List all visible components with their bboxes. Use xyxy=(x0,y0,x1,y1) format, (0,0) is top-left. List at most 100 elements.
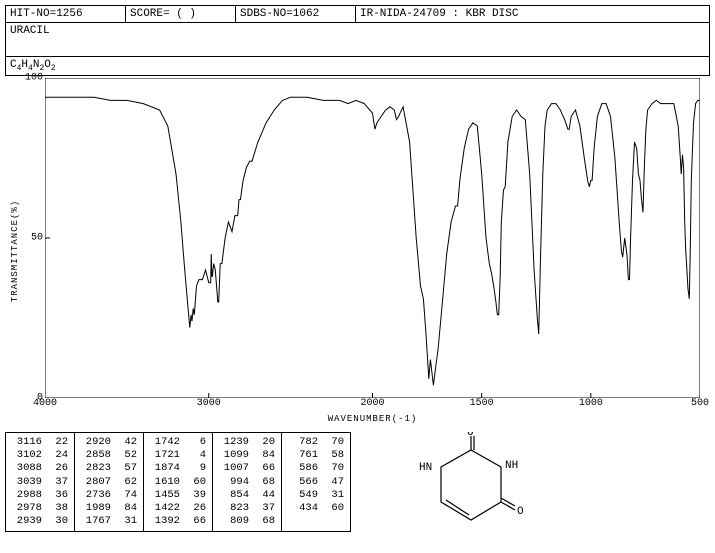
x-tick: 4000 xyxy=(33,398,57,409)
x-axis-ticks: 40003000200015001000500 xyxy=(45,398,700,412)
peak-row: 282357 xyxy=(81,462,137,475)
peak-wavenumber: 2988 xyxy=(12,489,42,502)
peak-intensity: 9 xyxy=(188,462,206,475)
peak-row: 85444 xyxy=(219,489,275,502)
peak-wavenumber: 1767 xyxy=(81,515,111,528)
ir-info: IR-NIDA-24709 : KBR DISC xyxy=(356,6,709,22)
peak-intensity: 26 xyxy=(50,462,68,475)
peak-wavenumber: 1422 xyxy=(150,502,180,515)
peak-intensity: 60 xyxy=(326,502,344,515)
peak-row: 76158 xyxy=(288,449,344,462)
y-axis-label: TRANSMITTANCE(%) xyxy=(10,200,20,302)
peak-intensity: 84 xyxy=(119,502,137,515)
peak-row: 2939 30 xyxy=(12,515,68,528)
peak-intensity: 84 xyxy=(257,449,275,462)
peak-row: 280762 xyxy=(81,476,137,489)
peak-row: 434 60 xyxy=(288,502,344,515)
peak-column: 782707615858670566475493143460 xyxy=(282,433,350,531)
peak-column: 2920422858522823572807622736741989841767… xyxy=(75,433,144,531)
peak-column: 1742 6 1721 4 1874 91610601455391422 26 1392 66 xyxy=(144,433,213,531)
peak-intensity: 70 xyxy=(326,462,344,475)
peak-row: 82337 xyxy=(219,502,275,515)
peak-row: 1989 84 xyxy=(81,502,137,515)
peak-column: 12392010998410076699468854448233780968 xyxy=(213,433,282,531)
atom-hn-left: HN xyxy=(419,462,432,474)
peak-row: 1721 4 xyxy=(150,449,206,462)
ir-spectrum-chart: TRANSMITTANCE(%) 050100 4000300020001500… xyxy=(5,78,710,424)
peak-intensity: 66 xyxy=(257,462,275,475)
peak-wavenumber: 1007 xyxy=(219,462,249,475)
peak-intensity: 26 xyxy=(188,502,206,515)
molecular-formula: C4H4N2O2 xyxy=(5,57,710,76)
peak-wavenumber: 1721 xyxy=(150,449,180,462)
peak-wavenumber: 1874 xyxy=(150,462,180,475)
peak-intensity: 66 xyxy=(188,515,206,528)
peak-intensity: 42 xyxy=(119,436,137,449)
peak-intensity: 24 xyxy=(50,449,68,462)
peak-wavenumber: 1455 xyxy=(150,489,180,502)
peak-row: 1007 66 xyxy=(219,462,275,475)
peak-row: 1874 9 xyxy=(150,462,206,475)
peak-intensity: 4 xyxy=(188,449,206,462)
peak-table: 3116223102243088263039372988362978382939… xyxy=(5,432,351,532)
peak-row: 99468 xyxy=(219,476,275,489)
y-tick: 100 xyxy=(25,73,43,84)
peak-intensity: 52 xyxy=(119,449,137,462)
peak-wavenumber: 994 xyxy=(219,476,249,489)
peak-wavenumber: 782 xyxy=(288,436,318,449)
peak-wavenumber: 566 xyxy=(288,476,318,489)
peak-wavenumber: 809 xyxy=(219,515,249,528)
peak-intensity: 38 xyxy=(50,502,68,515)
sdbs-no: SDBS-NO=1062 xyxy=(236,6,356,22)
peak-wavenumber: 3116 xyxy=(12,436,42,449)
peak-intensity: 57 xyxy=(119,462,137,475)
peak-intensity: 6 xyxy=(188,436,206,449)
peak-row: 3116 22 xyxy=(12,436,68,449)
peak-intensity: 74 xyxy=(119,489,137,502)
peak-row: 1099 84 xyxy=(219,449,275,462)
peak-row: 1742 6 xyxy=(150,436,206,449)
score: SCORE= ( ) xyxy=(126,6,236,22)
peak-wavenumber: 1989 xyxy=(81,502,111,515)
peak-row: 285852 xyxy=(81,449,137,462)
plot-area: 40003000200015001000500 WAVENUMBER(-1) xyxy=(45,78,700,424)
peak-row: 58670 xyxy=(288,462,344,475)
peak-wavenumber: 3088 xyxy=(12,462,42,475)
peak-wavenumber: 434 xyxy=(288,502,318,515)
peak-wavenumber: 1392 xyxy=(150,515,180,528)
peak-intensity: 70 xyxy=(326,436,344,449)
spectrum-svg xyxy=(45,78,700,398)
peak-intensity: 31 xyxy=(119,515,137,528)
y-tick: 50 xyxy=(31,233,43,244)
peak-wavenumber: 1099 xyxy=(219,449,249,462)
peak-row: 297838 xyxy=(12,502,68,515)
hit-no: HIT-NO=1256 xyxy=(6,6,126,22)
peak-row: 566 47 xyxy=(288,476,344,489)
peak-wavenumber: 2939 xyxy=(12,515,42,528)
peak-row: 298836 xyxy=(12,489,68,502)
peak-wavenumber: 1742 xyxy=(150,436,180,449)
peak-intensity: 22 xyxy=(50,436,68,449)
peak-wavenumber: 854 xyxy=(219,489,249,502)
atom-o-right: O xyxy=(517,506,524,518)
peak-intensity: 31 xyxy=(326,489,344,502)
x-axis-label: WAVENUMBER(-1) xyxy=(45,414,700,424)
peak-intensity: 60 xyxy=(188,476,206,489)
peak-intensity: 30 xyxy=(50,515,68,528)
peak-intensity: 37 xyxy=(50,476,68,489)
peak-intensity: 62 xyxy=(119,476,137,489)
peak-wavenumber: 761 xyxy=(288,449,318,462)
peak-column: 3116 223102243088 263039372988362978382939… xyxy=(6,433,75,531)
peak-row: 782 70 xyxy=(288,436,344,449)
peak-row: 310224 xyxy=(12,449,68,462)
peak-row: 161060 xyxy=(150,476,206,489)
peak-intensity: 47 xyxy=(326,476,344,489)
x-tick: 2000 xyxy=(360,398,384,409)
peak-row: 2920 42 xyxy=(81,436,137,449)
uracil-structure-svg: O NH O HN xyxy=(401,432,541,542)
peak-row: 303937 xyxy=(12,476,68,489)
peak-wavenumber: 2920 xyxy=(81,436,111,449)
compound-name: URACIL xyxy=(5,23,710,57)
peak-row: 145539 xyxy=(150,489,206,502)
peak-row: 3088 26 xyxy=(12,462,68,475)
